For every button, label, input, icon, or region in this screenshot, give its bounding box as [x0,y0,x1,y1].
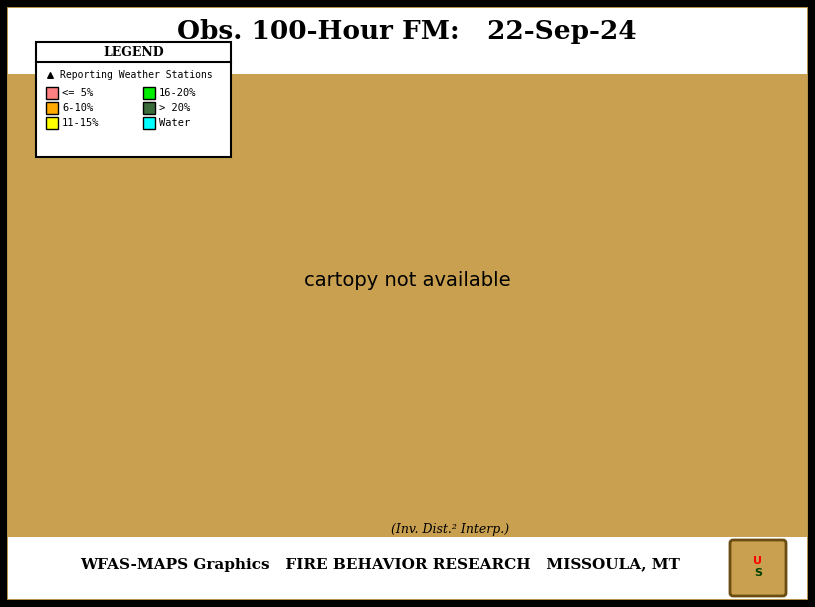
Text: cartopy not available: cartopy not available [304,271,511,290]
Text: 11-15%: 11-15% [62,118,99,128]
Bar [36,42,231,157]
Bar [46,102,58,114]
Text: (Inv. Dist.² Interp.): (Inv. Dist.² Interp.) [391,523,509,535]
Text: 16-20%: 16-20% [159,88,196,98]
Bar [143,117,155,129]
Text: Water: Water [159,118,190,128]
Text: Obs. 100-Hour FM:   22-Sep-24: Obs. 100-Hour FM: 22-Sep-24 [177,18,637,44]
Text: S: S [754,568,762,578]
Bar [143,87,155,99]
Bar [46,87,58,99]
Text: WFAS-MAPS Graphics   FIRE BEHAVIOR RESEARCH   MISSOULA, MT: WFAS-MAPS Graphics FIRE BEHAVIOR RESEARC… [80,558,680,572]
Text: U: U [754,556,763,566]
Point [43,70,56,80]
Text: LEGEND: LEGEND [104,46,164,58]
Bar [46,117,58,129]
Text: Reporting Weather Stations: Reporting Weather Stations [60,70,213,80]
Text: 6-10%: 6-10% [62,103,93,113]
Text: > 20%: > 20% [159,103,190,113]
Text: <= 5%: <= 5% [62,88,93,98]
Bar [143,102,155,114]
FancyBboxPatch shape [730,540,786,596]
Bar [8,537,807,599]
Bar [8,8,807,74]
